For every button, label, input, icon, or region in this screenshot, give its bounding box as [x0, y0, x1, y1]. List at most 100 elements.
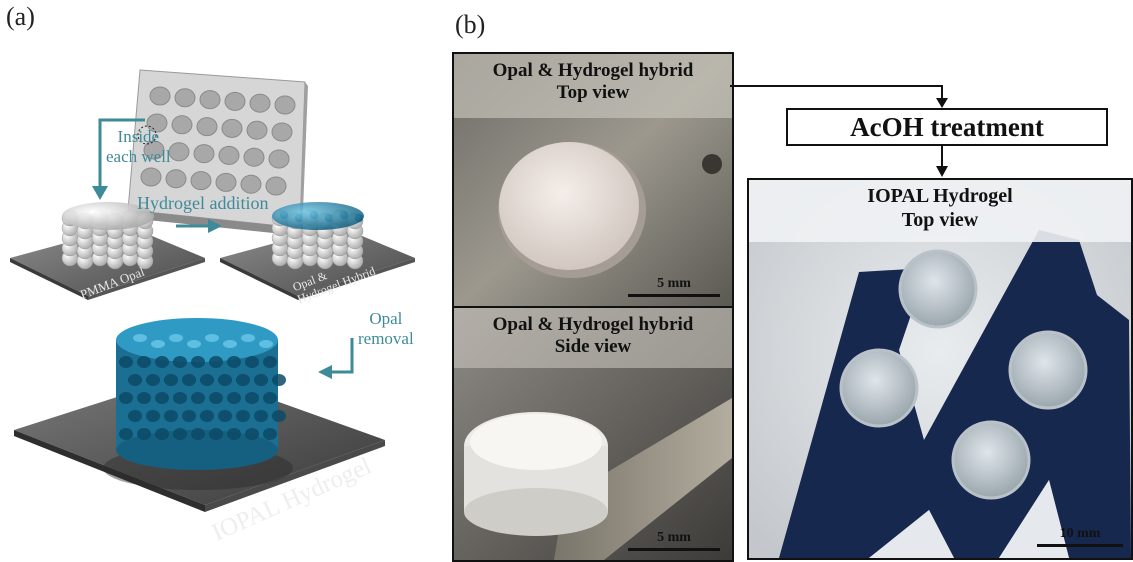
scale-bar-top: 5 mm	[628, 276, 720, 297]
scaffold-pore	[164, 374, 178, 386]
well	[146, 113, 168, 133]
well	[274, 95, 296, 115]
scaffold-pore	[209, 392, 223, 404]
scaffold-pore	[173, 392, 187, 404]
scale-bar-side: 5 mm	[628, 530, 720, 551]
inside-label-line1: Inside	[117, 127, 160, 146]
scaffold-pore	[209, 356, 223, 368]
photo-side-title-line1: Opal & Hydrogel hybrid	[492, 314, 694, 335]
well	[143, 140, 165, 160]
scaffold-pore	[119, 392, 133, 404]
photo-top-title-line2: Top view	[556, 82, 630, 103]
scaffold-pore	[227, 428, 241, 440]
scaffold-pore	[191, 428, 205, 440]
well	[265, 176, 287, 196]
scaffold-pore	[119, 428, 133, 440]
well	[215, 172, 237, 192]
scaffold-pore	[236, 374, 250, 386]
hybrid-plate	[220, 202, 415, 300]
well	[171, 115, 193, 135]
well	[174, 88, 196, 108]
scaffold-pore	[200, 410, 214, 422]
iopal-hydrogel-plate	[14, 318, 385, 512]
acoh-treatment-box: AcOH treatment	[786, 108, 1108, 146]
scaffold-pore	[272, 410, 286, 422]
scale-bar-side-line	[628, 548, 720, 551]
scaffold-pore	[182, 410, 196, 422]
well	[199, 90, 221, 110]
well	[246, 120, 268, 140]
scale-bar-iopal: 10 mm	[1037, 526, 1123, 547]
inside-each-well-label: Inside each well	[106, 127, 171, 167]
scaffold-pore	[218, 374, 232, 386]
panel-a-schematic	[10, 69, 415, 512]
scaffold-top-pore	[241, 334, 255, 342]
arrow-opal-removal	[318, 338, 354, 379]
scale-bar-top-line	[628, 294, 720, 297]
well	[149, 86, 171, 106]
scaffold-pore	[119, 356, 133, 368]
scaffold-pore	[164, 410, 178, 422]
scaffold-top-pore	[151, 340, 165, 348]
scaffold-pore	[128, 374, 142, 386]
scale-bar-side-label: 5 mm	[657, 530, 691, 545]
scaffold-pore	[155, 428, 169, 440]
scale-bar-iopal-label: 10 mm	[1059, 526, 1101, 541]
well	[190, 171, 212, 191]
scaffold-pore	[254, 410, 268, 422]
selected-well-marker	[137, 125, 157, 145]
opal-label-line2: removal	[358, 329, 414, 348]
well	[196, 117, 218, 137]
scaffold-pore	[128, 410, 142, 422]
scaffold-pore	[218, 410, 232, 422]
well	[243, 147, 265, 167]
panel-b-label: (b)	[455, 10, 486, 39]
photo-hybrid-side-view: Opal & Hydrogel hybrid Side view 5 mm	[452, 306, 734, 562]
well	[224, 91, 246, 111]
photo-side-title: Opal & Hydrogel hybrid Side view	[454, 314, 732, 358]
photo-side-title-line2: Side view	[554, 336, 632, 357]
pmma-opal-plate	[10, 202, 205, 300]
well	[193, 144, 215, 164]
well	[140, 167, 162, 187]
well	[268, 149, 290, 169]
scaffold-pore	[155, 392, 169, 404]
photo-iopal-title: IOPAL Hydrogel Top view	[749, 184, 1131, 232]
scaffold-top-pore	[187, 340, 201, 348]
well	[249, 93, 271, 113]
photo-iopal-top-view: IOPAL Hydrogel Top view 10 mm	[747, 178, 1133, 560]
scaffold-top-pore	[133, 334, 147, 342]
scale-bar-top-label: 5 mm	[657, 276, 691, 291]
scaffold-pore	[209, 428, 223, 440]
scaffold-pore	[263, 356, 277, 368]
scaffold-pore	[146, 410, 160, 422]
scaffold-pore	[173, 428, 187, 440]
hydrogel-addition-label: Hydrogel addition	[137, 193, 269, 213]
scaffold-pore	[227, 392, 241, 404]
scaffold-pore	[200, 374, 214, 386]
inside-label-line2: each well	[106, 147, 171, 166]
scaffold-pore	[263, 392, 277, 404]
photo-top-title: Opal & Hydrogel hybrid Top view	[454, 60, 732, 104]
photo-iopal-title-line1: IOPAL Hydrogel	[867, 185, 1013, 207]
well	[221, 118, 243, 138]
scaffold-pore	[146, 374, 160, 386]
scale-bar-iopal-line	[1037, 544, 1123, 547]
scaffold-pore	[245, 392, 259, 404]
scaffold-pore	[227, 356, 241, 368]
photo-iopal-title-line2: Top view	[901, 209, 979, 231]
arrow-hydrogel-addition	[176, 219, 222, 233]
scaffold-pore	[254, 374, 268, 386]
scaffold-pore	[137, 428, 151, 440]
scaffold-pore	[191, 356, 205, 368]
scaffold-pore	[137, 392, 151, 404]
well	[271, 122, 293, 142]
scaffold-pore	[263, 428, 277, 440]
scaffold-pore	[272, 374, 286, 386]
panel-a-label: (a)	[6, 2, 35, 31]
photo-hybrid-top-view: Opal & Hydrogel hybrid Top view 5 mm	[452, 52, 734, 312]
scaffold-pore	[245, 356, 259, 368]
well	[240, 174, 262, 194]
scaffold-top-pore	[205, 334, 219, 342]
opal-top	[272, 202, 364, 230]
